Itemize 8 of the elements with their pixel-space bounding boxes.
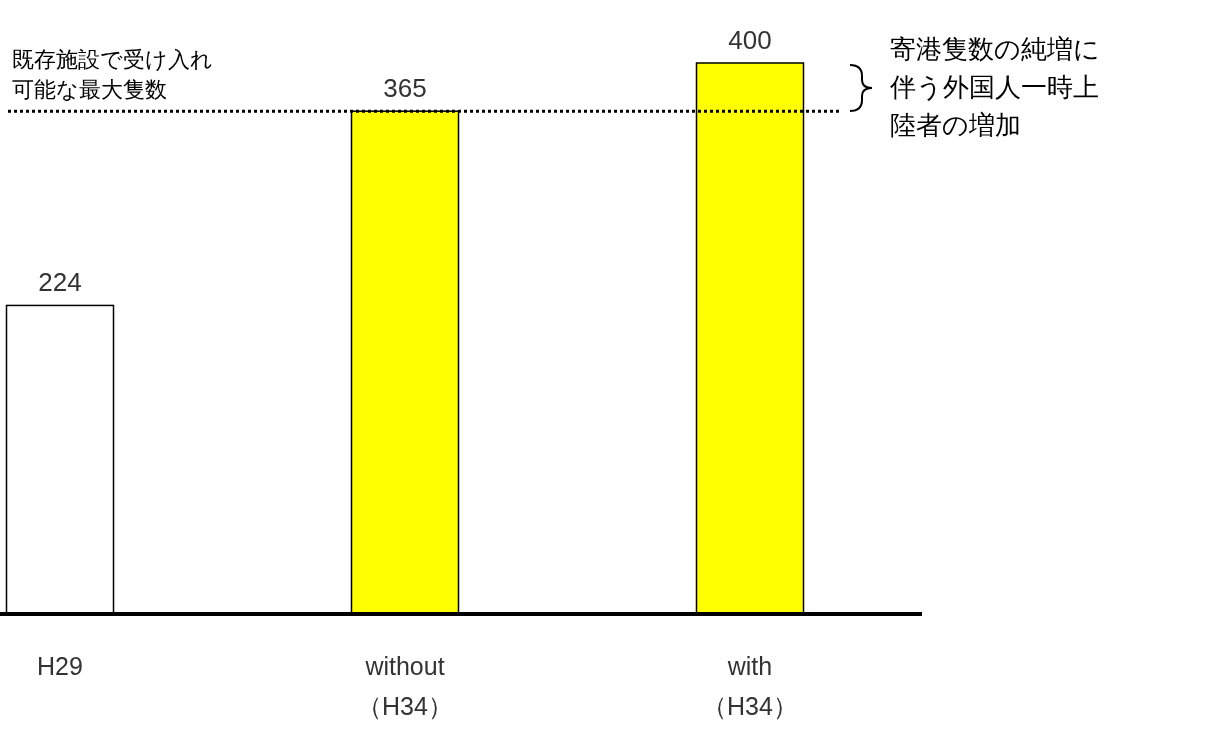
x-tick-label: with （H34） bbox=[702, 652, 798, 720]
data-label: 365 bbox=[383, 73, 427, 104]
x-tick-label: without （H34） bbox=[357, 652, 453, 720]
x-tick-label: H29 bbox=[37, 652, 83, 680]
data-label: 224 bbox=[38, 267, 82, 298]
data-label: 400 bbox=[728, 25, 772, 55]
ref-line-label: 既存施設で受け入れ可能な最大隻数 bbox=[12, 47, 213, 103]
text: 寄港隻数の純増に伴う外国人一時上陸者の増加 bbox=[890, 34, 1100, 140]
